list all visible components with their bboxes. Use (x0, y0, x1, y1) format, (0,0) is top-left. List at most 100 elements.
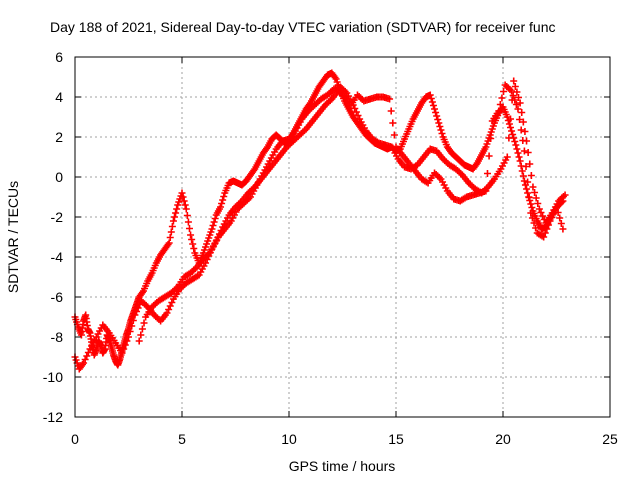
data-point (512, 141, 520, 149)
y-tick-label: -10 (43, 369, 63, 385)
data-point (513, 145, 521, 153)
data-point (433, 112, 441, 120)
data-point (559, 225, 567, 233)
data-point (511, 138, 519, 145)
data-point (129, 317, 137, 324)
data-point (126, 328, 134, 335)
data-point (389, 119, 397, 127)
data-point (522, 163, 530, 170)
data-point (519, 118, 527, 126)
data-point (495, 107, 503, 115)
data-point (138, 289, 146, 296)
data-point (513, 88, 521, 96)
data-point (528, 204, 536, 211)
data-point (482, 187, 490, 195)
data-point (516, 157, 524, 165)
x-axis-label: GPS time / hours (289, 458, 396, 474)
x-tick-label: 15 (388, 431, 404, 447)
data-point (506, 115, 514, 123)
x-tick-label: 25 (602, 431, 618, 447)
data-point (168, 223, 176, 230)
y-axis-label: SDTVAR / TECUs (5, 181, 21, 293)
data-point (534, 200, 542, 207)
data-point (169, 217, 177, 225)
data-point (140, 319, 148, 327)
data-point (503, 153, 511, 161)
data-point (511, 83, 519, 90)
data-point (185, 225, 193, 232)
data-point (166, 234, 174, 241)
data-point (532, 194, 540, 202)
data-point (525, 194, 533, 201)
data-point (524, 149, 532, 156)
data-point (164, 241, 172, 248)
data-point (511, 96, 519, 104)
data-point (190, 245, 198, 252)
data-point (561, 191, 569, 199)
data-point (532, 224, 540, 232)
data-point (529, 183, 537, 191)
data-point (518, 109, 526, 116)
data-point (167, 228, 175, 236)
data-point (217, 203, 225, 211)
y-tick-label: -8 (51, 329, 64, 345)
data-point (512, 101, 520, 108)
data-point (519, 137, 527, 144)
data-point (171, 213, 179, 221)
data-point (541, 229, 549, 237)
data-point (220, 193, 228, 200)
data-point (179, 193, 187, 201)
data-point (180, 197, 188, 205)
data-point (485, 152, 493, 160)
data-point (181, 201, 189, 209)
data-point (557, 220, 565, 227)
series-track-c (135, 81, 567, 345)
data-point (496, 101, 504, 108)
y-tick-label: 4 (55, 89, 63, 105)
data-point (527, 200, 535, 208)
y-tick-label: -4 (51, 249, 64, 265)
data-point (516, 116, 524, 123)
data-point (437, 126, 445, 134)
data-point (556, 214, 564, 222)
data-point (435, 119, 443, 127)
data-point (218, 200, 226, 207)
x-tick-label: 20 (495, 431, 511, 447)
data-point (483, 170, 491, 177)
data-point (523, 185, 531, 193)
data-point (128, 322, 136, 330)
data-point (515, 153, 523, 161)
data-point (527, 209, 535, 217)
y-tick-label: -2 (51, 209, 64, 225)
y-tick-label: 0 (55, 169, 63, 185)
data-point (182, 205, 190, 213)
data-point (434, 116, 442, 123)
data-point (487, 135, 495, 142)
data-point (209, 222, 217, 229)
data-point (521, 128, 529, 135)
data-point (431, 105, 439, 113)
data-point (543, 225, 551, 233)
data-point (211, 215, 219, 222)
data-point (553, 203, 560, 211)
plot-frame (74, 56, 611, 418)
data-point (509, 92, 517, 99)
data-point (508, 87, 516, 95)
data-point (135, 337, 143, 345)
data-point (426, 91, 434, 99)
data-point (120, 345, 128, 353)
data-point (208, 225, 216, 233)
data-point (526, 160, 534, 168)
x-tick-label: 5 (178, 431, 186, 447)
data-point (515, 94, 523, 101)
data-point (505, 134, 513, 142)
data-point (524, 189, 532, 197)
data-point (528, 214, 536, 222)
data-point (331, 74, 339, 81)
data-point (210, 218, 218, 226)
data-point (187, 231, 195, 239)
data-point (519, 172, 527, 180)
data-point (527, 172, 535, 179)
data-point (510, 77, 518, 85)
